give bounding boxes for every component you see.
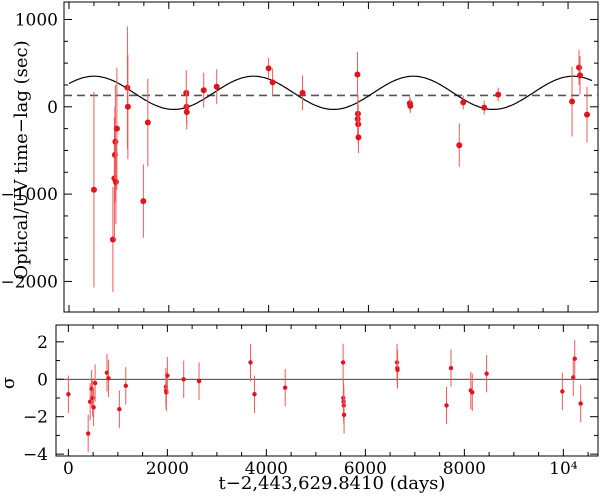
sigma-point — [578, 401, 583, 406]
sigma-residual-panel: 0 2000 4000 6000 8000 10⁴ 2 0 −2 −4 — [23, 324, 599, 479]
time-lag-point — [299, 89, 306, 96]
time-lag-point — [140, 198, 147, 205]
time-lag-point — [584, 111, 591, 118]
top-y-tick-label: −1000 — [0, 185, 58, 205]
sigma-point — [91, 405, 96, 410]
time-lag-point — [213, 83, 220, 90]
sinusoidal-model-curve — [68, 75, 593, 110]
time-lag-axis-label: Optical/UV time−lag (sec) — [11, 40, 32, 279]
time-lag-point — [460, 99, 467, 106]
time-lag-point — [200, 87, 207, 94]
time-lag-point — [456, 142, 463, 149]
time-lag-point — [355, 134, 362, 141]
bottom-y-tick-label: −4 — [23, 445, 48, 465]
sigma-point — [444, 403, 449, 408]
time-lag-point — [269, 79, 276, 86]
time-lag-point — [112, 178, 119, 185]
bottom-x-tick-label: 6000 — [344, 459, 387, 479]
time-lag-point — [90, 186, 97, 193]
time-lag-point — [481, 104, 488, 111]
bottom-x-tick-label: 0 — [63, 459, 74, 479]
sigma-point — [252, 392, 257, 397]
sigma-point — [282, 385, 288, 390]
top-y-tick-label: 1000 — [15, 10, 58, 30]
bottom-y-tick-label: 0 — [37, 370, 48, 390]
bottom-x-tick-label: 4000 — [245, 459, 288, 479]
time-lag-point — [577, 72, 584, 79]
sigma-point — [90, 395, 95, 401]
time-lag-point — [576, 64, 583, 71]
time-lag-point — [407, 102, 414, 109]
sigma-point — [66, 392, 71, 397]
bottom-y-tick-label: 2 — [37, 333, 48, 353]
sigma-point — [181, 377, 186, 382]
sigma-point — [248, 360, 253, 365]
sigma-point — [448, 365, 454, 371]
sigma-point — [106, 376, 111, 381]
time-lag-point — [265, 65, 272, 72]
time-lag-point — [495, 91, 502, 98]
time-lag-panel: 1000 0 −1000 −2000 — [0, 1, 599, 313]
sigma-point — [117, 407, 122, 412]
sigma-point — [470, 390, 475, 395]
time-lag-point — [109, 236, 116, 243]
time-lag-point — [569, 98, 576, 105]
top-plot-frame — [63, 1, 599, 313]
sigma-point — [196, 378, 202, 384]
bottom-x-tick-label: 2000 — [146, 459, 189, 479]
bottom-plot-frame — [55, 324, 599, 457]
sigma-point — [123, 383, 128, 389]
sigma-point — [164, 390, 169, 395]
sigma-point — [341, 412, 347, 418]
sigma-point — [85, 431, 91, 436]
bottom-y-tick-label: −2 — [23, 408, 48, 428]
top-y-tick-label: 0 — [47, 98, 58, 118]
sigma-point — [484, 371, 489, 376]
sigma-point — [92, 380, 98, 386]
time-lag-point — [183, 109, 190, 116]
days-axis-label: t−2,443,629.8410 (days) — [219, 473, 446, 494]
sigma-point — [165, 373, 170, 378]
time-lag-point — [113, 125, 120, 132]
sigma-point — [340, 360, 346, 365]
top-y-tick-label: −2000 — [0, 272, 58, 292]
sigma-point — [395, 367, 400, 373]
time-lag-point — [354, 71, 361, 78]
sigma-point — [572, 356, 577, 361]
sigma-point — [560, 389, 565, 394]
time-lag-point — [144, 119, 151, 126]
bottom-x-tick-label: 10⁴ — [549, 459, 578, 479]
time-lag-point — [124, 103, 131, 110]
sigma-axis-label: σ — [0, 377, 19, 389]
bottom-x-tick-label: 8000 — [443, 459, 486, 479]
